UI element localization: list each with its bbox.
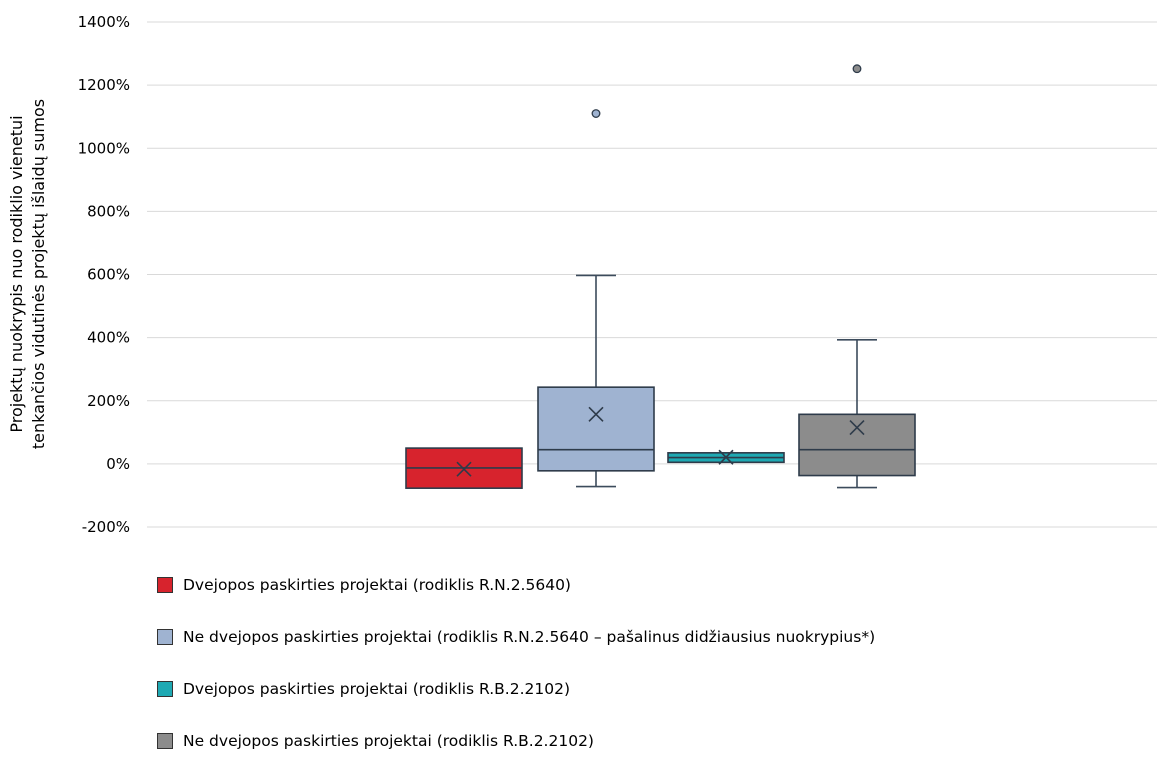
box-group: [537, 109, 655, 488]
legend-label-2: Ne dvejopos paskirties projektai (rodikl…: [183, 628, 876, 646]
legend-item-4: Ne dvejopos paskirties projektai (rodikl…: [157, 727, 875, 755]
y-tick-label: 600%: [87, 266, 130, 284]
legend-item-1: Dvejopos paskirties projektai (rodiklis …: [157, 571, 875, 599]
legend-label-3: Dvejopos paskirties projektai (rodiklis …: [183, 680, 571, 698]
legend-swatch-2: [157, 629, 173, 645]
outlier-point: [852, 64, 862, 74]
legend-item-2: Ne dvejopos paskirties projektai (rodikl…: [157, 623, 875, 651]
y-tick-label: 1400%: [78, 13, 130, 31]
legend-label-1: Dvejopos paskirties projektai (rodiklis …: [183, 576, 571, 594]
legend-item-3: Dvejopos paskirties projektai (rodiklis …: [157, 675, 875, 703]
y-tick-label: 200%: [87, 392, 130, 410]
outlier-point: [591, 109, 601, 118]
y-axis-ticks: -200% 0% 200% 400% 600% 800% 1000% 1200% 1400%: [78, 13, 130, 536]
legend: Dvejopos paskirties projektai (rodiklis …: [157, 571, 875, 779]
legend-swatch-1: [157, 577, 173, 593]
y-tick-label: -200%: [82, 518, 130, 536]
y-tick-label: 1200%: [78, 76, 130, 94]
legend-swatch-3: [157, 681, 173, 697]
y-axis-label-line-1: Projektų nuokrypis nuo rodiklio vienetui: [7, 115, 26, 432]
box-iqr: [798, 413, 916, 477]
y-axis-label-line-2: tenkančios vidutinės projektų išlaidų su…: [29, 99, 48, 449]
box-iqr: [537, 386, 655, 472]
mean-marker: [456, 461, 472, 477]
legend-swatch-4: [157, 733, 173, 749]
mean-marker: [849, 420, 865, 436]
box-group: [798, 64, 916, 489]
mean-marker: [588, 406, 604, 422]
gridlines: [147, 21, 1157, 528]
y-tick-label: 800%: [87, 202, 130, 220]
mean-marker: [718, 449, 734, 465]
legend-label-4: Ne dvejopos paskirties projektai (rodikl…: [183, 732, 594, 750]
box-group: [667, 449, 785, 465]
box-group: [405, 447, 523, 489]
y-tick-label: 0%: [106, 455, 130, 473]
y-tick-label: 1000%: [78, 139, 130, 157]
box-plot-chart: -200% 0% 200% 400% 600% 800% 1000% 1200% 1400% P…: [7, 13, 1157, 536]
box-series: [405, 64, 916, 489]
y-tick-label: 400%: [87, 329, 130, 347]
